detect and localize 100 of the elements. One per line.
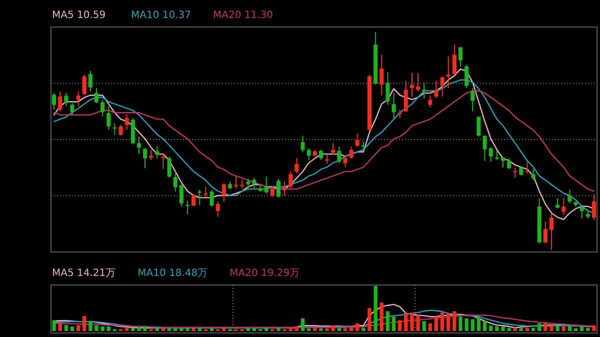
text: MA20 19.29万 xyxy=(230,268,300,279)
bar xyxy=(446,313,450,331)
candlestick xyxy=(294,158,299,174)
candlestick xyxy=(550,212,554,250)
candlestick xyxy=(288,171,293,189)
bar xyxy=(300,318,305,331)
bar xyxy=(276,328,280,331)
candlestick xyxy=(513,167,518,178)
bar xyxy=(174,328,178,331)
bar xyxy=(106,326,110,331)
candlestick xyxy=(507,158,512,170)
bar xyxy=(562,326,566,331)
candlestick xyxy=(494,150,499,160)
candlestick xyxy=(276,178,280,198)
bar xyxy=(507,328,511,331)
bar xyxy=(167,328,172,331)
bar xyxy=(416,315,420,331)
candlestick xyxy=(52,92,56,110)
candlestick xyxy=(222,183,226,202)
candlestick xyxy=(70,102,74,116)
candlestick xyxy=(270,186,274,198)
bar xyxy=(489,326,493,331)
bar xyxy=(513,328,517,331)
bar xyxy=(186,328,190,331)
bar xyxy=(222,328,226,331)
bar xyxy=(52,320,56,331)
candlestick xyxy=(124,114,129,130)
bar xyxy=(137,326,141,331)
candlestick xyxy=(470,88,475,112)
candlestick xyxy=(500,157,505,168)
bar xyxy=(76,325,80,331)
bar xyxy=(452,311,456,331)
bar xyxy=(210,328,214,331)
candlestick xyxy=(173,171,178,192)
candlestick xyxy=(155,146,160,159)
bar xyxy=(356,323,360,331)
candlestick xyxy=(331,142,336,156)
candlestick xyxy=(543,221,548,244)
bar xyxy=(476,316,481,331)
candlestick xyxy=(392,92,396,119)
candlestick xyxy=(216,201,220,218)
candlestick xyxy=(592,194,596,220)
bar xyxy=(586,328,590,331)
candlestick xyxy=(349,146,354,160)
bar xyxy=(82,316,86,331)
candlestick xyxy=(404,80,408,113)
bar xyxy=(94,325,98,331)
bar xyxy=(161,328,166,331)
bar xyxy=(294,326,299,331)
candlestick xyxy=(161,152,166,170)
candlestick xyxy=(343,154,348,168)
bar xyxy=(495,326,499,331)
candlestick xyxy=(58,91,62,112)
bar xyxy=(374,286,378,331)
candlestick xyxy=(252,177,256,189)
bar xyxy=(404,313,408,331)
candlestick xyxy=(118,124,123,136)
candlestick xyxy=(380,54,384,96)
bar xyxy=(343,328,348,331)
bar xyxy=(307,328,311,331)
bar xyxy=(252,328,256,331)
bar xyxy=(392,316,396,331)
bar xyxy=(556,326,560,331)
candlestick xyxy=(337,146,342,164)
candlestick xyxy=(525,160,530,174)
bar xyxy=(180,328,184,331)
bar xyxy=(331,326,335,331)
bar xyxy=(380,302,384,331)
candlestick xyxy=(210,189,214,208)
candlestick xyxy=(192,194,196,207)
bar xyxy=(470,319,474,331)
bar xyxy=(70,326,74,331)
bar xyxy=(143,326,147,331)
bar xyxy=(192,328,196,331)
bar xyxy=(525,328,530,331)
candlestick xyxy=(355,133,360,148)
candlestick xyxy=(410,72,414,98)
candlestick xyxy=(179,184,184,208)
bar xyxy=(125,328,129,331)
bar xyxy=(386,311,390,331)
bar xyxy=(362,328,366,331)
candlestick xyxy=(446,56,450,89)
bar xyxy=(64,325,68,331)
candlestick xyxy=(143,148,148,169)
candlestick xyxy=(434,80,438,99)
candlestick xyxy=(318,149,323,160)
candlestick xyxy=(416,72,420,92)
candlestick xyxy=(464,64,469,89)
text: MA20 11.30 xyxy=(213,10,273,21)
bar xyxy=(88,322,92,331)
candlestick xyxy=(440,76,444,98)
candlestick xyxy=(568,189,572,204)
bar xyxy=(288,328,292,331)
candlestick xyxy=(361,140,366,152)
candlestick xyxy=(100,99,105,117)
bar xyxy=(538,323,542,331)
bar xyxy=(368,308,372,331)
bar xyxy=(337,328,341,331)
candlestick xyxy=(282,181,287,196)
candlestick xyxy=(300,135,305,153)
